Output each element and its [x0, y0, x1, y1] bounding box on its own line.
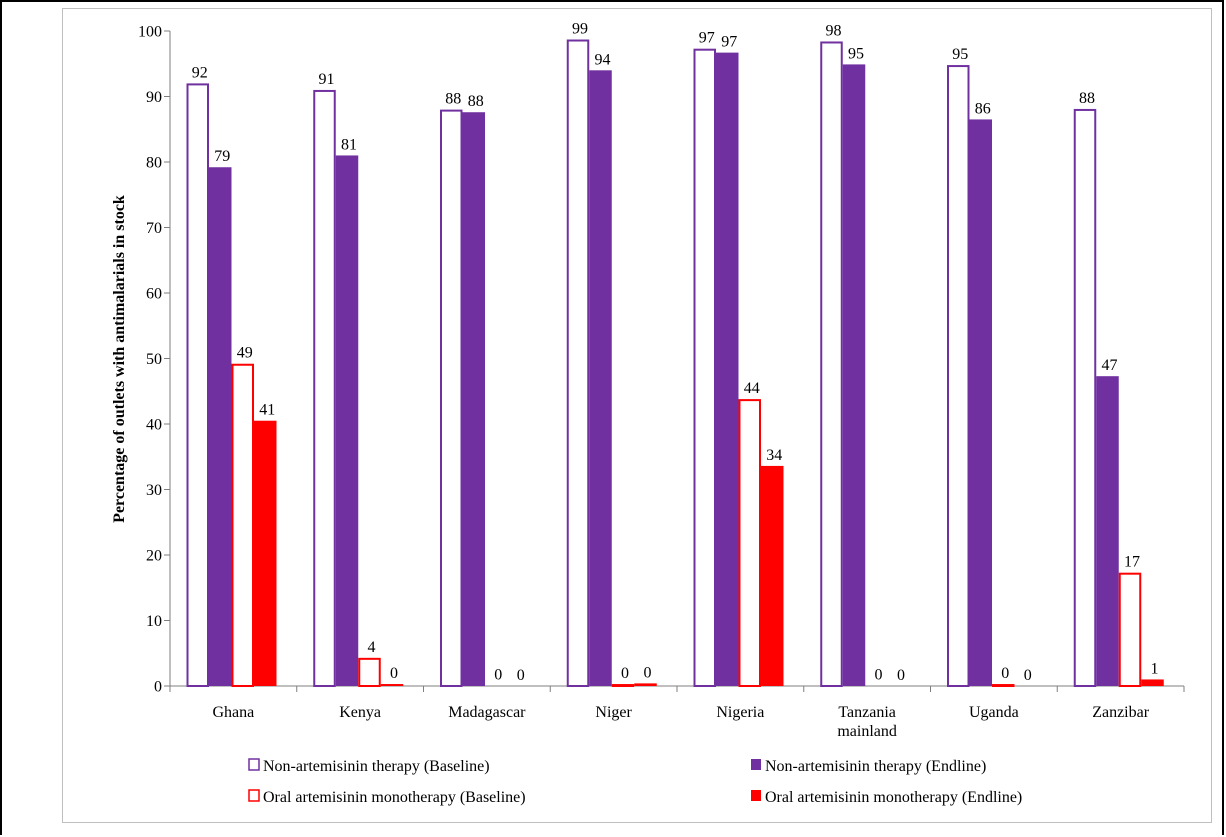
bars — [186, 39, 1164, 688]
y-tick-label: 20 — [146, 548, 162, 565]
bar — [566, 39, 590, 687]
y-tick-label: 50 — [146, 351, 162, 368]
bar-value-label: 4 — [368, 639, 376, 656]
legend-swatch — [248, 789, 260, 802]
bar-value-label: 79 — [214, 148, 230, 165]
y-tick-label: 60 — [146, 286, 162, 303]
bar — [1141, 679, 1164, 686]
bar-value-label: 0 — [1001, 665, 1009, 682]
bar-value-label: 99 — [572, 21, 588, 38]
bar-value-label: 95 — [848, 45, 864, 62]
y-tick-label: 0 — [154, 679, 162, 696]
y-tick-label: 100 — [138, 24, 162, 41]
legend-label: Non-artemisinin therapy (Baseline) — [263, 758, 490, 775]
y-tick-label: 90 — [146, 89, 162, 106]
bar-value-label: 0 — [644, 664, 652, 681]
x-tick-label: Ghana — [212, 704, 254, 721]
bar — [440, 109, 463, 688]
bar — [992, 684, 1015, 687]
bar-value-label: 17 — [1124, 554, 1140, 571]
bar — [947, 65, 970, 687]
legend-label: Non-artemisinin therapy (Endline) — [765, 758, 986, 775]
x-tick-label: Tanzania — [838, 704, 896, 721]
bar-value-label: 98 — [826, 22, 842, 39]
bar — [969, 119, 992, 687]
x-tick-label: Kenya — [339, 704, 381, 721]
legend-swatch — [751, 759, 761, 770]
bar — [358, 657, 381, 688]
bar — [589, 70, 612, 687]
bar-value-label: 81 — [341, 136, 357, 153]
legend-label: Oral artemisinin monotherapy (Endline) — [765, 789, 1022, 806]
x-tick-label: mainland — [837, 723, 897, 740]
bar-value-label: 0 — [875, 666, 883, 683]
legend: Non-artemisinin therapy (Baseline) Non-ar… — [248, 758, 1022, 806]
bar-value-label: 0 — [390, 665, 398, 682]
bar — [335, 155, 359, 686]
bar — [1073, 108, 1097, 687]
bar — [693, 48, 716, 688]
bar-value-label: 86 — [975, 100, 991, 117]
x-tick-label: Nigeria — [716, 704, 764, 721]
bar-value-label: 91 — [319, 71, 335, 88]
chart-area-frame — [62, 8, 1212, 823]
bar-value-label: 0 — [621, 665, 629, 682]
bar-value-label: 88 — [468, 93, 484, 110]
bar — [1096, 376, 1119, 686]
bar — [842, 64, 866, 686]
x-tick-label: Madagascar — [448, 704, 526, 721]
bar — [380, 684, 404, 686]
bar-value-label: 88 — [445, 91, 461, 108]
y-tick-label: 80 — [146, 155, 162, 172]
bar — [186, 83, 209, 687]
bar — [761, 465, 784, 686]
x-axis: Ghana Kenya Madagascar Niger Nigeria Tanzania… — [169, 685, 1185, 740]
y-axis: 0 10 20 30 40 50 60 70 80 90 100 — [138, 24, 171, 696]
bar-value-label: 92 — [192, 64, 208, 81]
bar-value-label: 0 — [1024, 667, 1032, 684]
y-axis-title: Percentage of outlets with antimalarials… — [111, 195, 128, 523]
y-tick-label: 30 — [146, 482, 162, 499]
bar — [313, 89, 336, 687]
bar-value-label: 47 — [1102, 357, 1118, 374]
bar-value-label: 88 — [1079, 90, 1095, 107]
legend-label: Oral artemisinin monotherapy (Baseline) — [263, 789, 526, 806]
bar — [209, 167, 232, 687]
bar — [254, 420, 277, 686]
bar — [611, 684, 635, 687]
legend-swatch — [751, 790, 761, 801]
bar-value-label: 0 — [494, 666, 502, 683]
bar-value-label: 97 — [721, 34, 737, 51]
bar — [231, 363, 254, 687]
bar-value-label: 1 — [1151, 660, 1159, 677]
bar-value-label: 94 — [595, 51, 611, 68]
bar-value-label: 97 — [699, 30, 715, 47]
bar — [716, 52, 739, 687]
bar-value-label: 44 — [744, 380, 760, 397]
bar — [738, 399, 761, 687]
bar-value-label: 0 — [517, 667, 525, 684]
bar — [462, 112, 485, 687]
bar-value-label: 49 — [237, 345, 253, 362]
legend-swatch — [248, 758, 260, 771]
bar-value-label: 34 — [766, 447, 782, 464]
y-tick-label: 40 — [146, 417, 162, 434]
bar-value-label: 95 — [952, 46, 968, 63]
x-tick-label: Niger — [595, 704, 632, 721]
x-tick-label: Zanzibar — [1092, 704, 1150, 721]
x-tick-label: Uganda — [969, 704, 1019, 721]
bar — [820, 41, 843, 688]
bar-value-label: 0 — [897, 667, 905, 684]
bar-value-label: 41 — [259, 402, 275, 419]
y-tick-label: 70 — [146, 220, 162, 237]
bar — [1118, 572, 1142, 687]
bar — [634, 683, 657, 686]
y-tick-label: 10 — [146, 613, 162, 630]
